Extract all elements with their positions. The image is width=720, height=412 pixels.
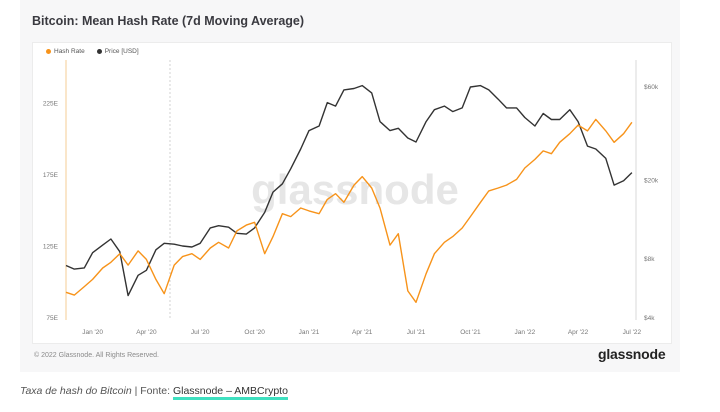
image-caption: Taxa de hash do Bitcoin | Fonte: Glassno… [20, 385, 288, 400]
x-axis-tick-label: Oct '20 [244, 329, 265, 336]
legend: Hash Rate Price [USD] [46, 48, 139, 55]
x-axis-tick-label: Apr '20 [136, 329, 157, 336]
left-axis-tick-label: 175E [43, 172, 59, 179]
legend-item-price[interactable]: Price [USD] [96, 48, 139, 55]
copyright-text: © 2022 Glassnode. All Rights Reserved. [34, 352, 160, 359]
right-axis-tick-label: $4k [644, 315, 655, 322]
x-axis-tick-label: Oct '21 [460, 329, 481, 336]
right-axis-tick-label: $8k [644, 256, 655, 263]
right-axis-tick-label: $60k [644, 84, 659, 91]
hash-rate-line [65, 118, 633, 303]
x-axis-tick-label: Apr '21 [352, 329, 373, 336]
left-axis-tick-label: 125E [43, 244, 59, 251]
plot-area [32, 42, 672, 344]
x-axis-tick-label: Jan '20 [82, 329, 103, 336]
glassnode-logo[interactable]: glassnode [598, 346, 666, 362]
caption-italic: Taxa de hash do Bitcoin [20, 385, 132, 397]
x-axis-tick-label: Apr '22 [568, 329, 589, 336]
left-axis-tick-label: 75E [46, 315, 58, 322]
x-axis-tick-label: Jan '22 [514, 329, 535, 336]
watermark-text: glassnode [251, 166, 459, 213]
legend-item-hash-rate[interactable]: Hash Rate [46, 48, 85, 55]
chart-title: Bitcoin: Mean Hash Rate (7d Moving Avera… [32, 14, 305, 28]
x-axis-tick-label: Jul '21 [407, 329, 426, 336]
price-line [65, 84, 633, 297]
hash-rate-legend-dot-icon [46, 49, 51, 54]
caption-source-link[interactable]: Glassnode – AMBCrypto [172, 385, 288, 400]
legend-label-hash-rate: Hash Rate [54, 48, 85, 55]
left-axis-tick-label: 225E [43, 101, 59, 108]
right-axis-tick-label: $20k [644, 178, 659, 185]
x-axis-tick-label: Jan '21 [299, 329, 320, 336]
legend-label-price: Price [USD] [104, 48, 139, 55]
x-axis-tick-label: Jul '22 [623, 329, 642, 336]
caption-source-label: | Fonte: [131, 385, 173, 397]
x-axis-tick-label: Jul '20 [191, 329, 210, 336]
price-legend-dot-icon [96, 49, 102, 54]
